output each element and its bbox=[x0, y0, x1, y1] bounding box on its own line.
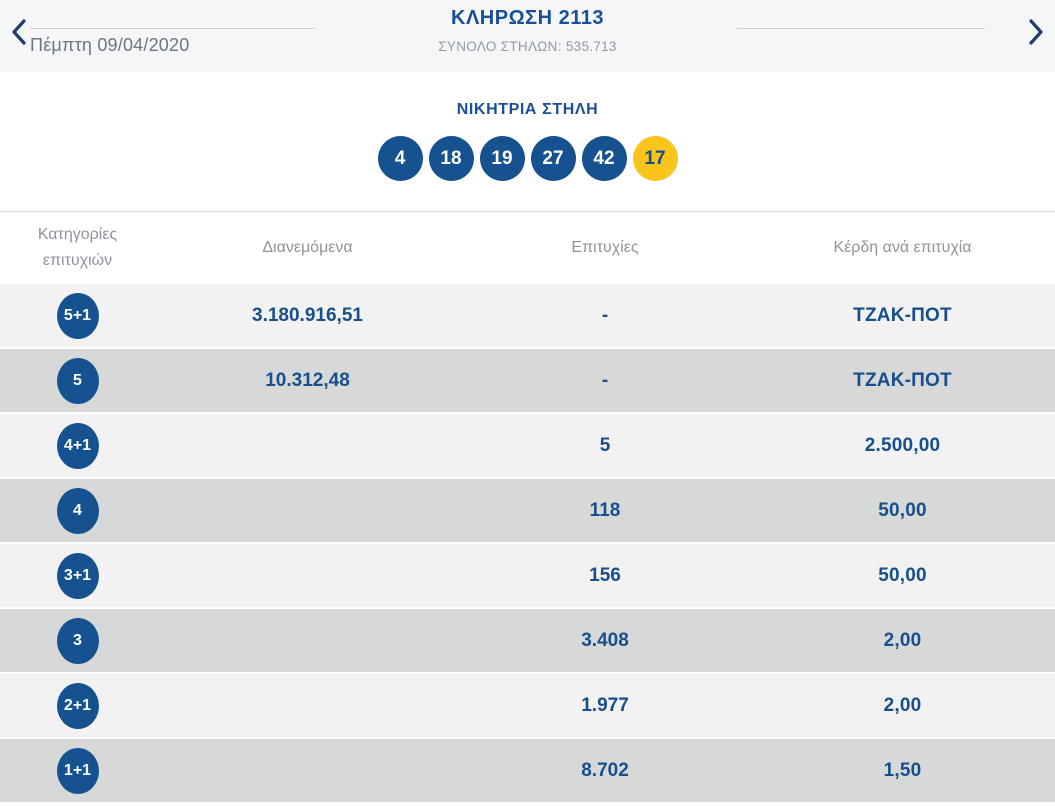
winning-column-section: ΝΙΚΗΤΡΙΑ ΣΤΗΛΗ 4 18 19 27 42 17 bbox=[0, 72, 1055, 211]
category-badge: 5 bbox=[56, 357, 99, 404]
category-badge: 2+1 bbox=[56, 682, 99, 729]
table-row: 3 3.408 2,00 bbox=[0, 609, 1055, 672]
joker-number: 17 bbox=[632, 136, 678, 181]
winners-value: 1.977 bbox=[581, 694, 629, 716]
table-row: 5 10.312,48 - ΤΖΑΚ-ΠΟΤ bbox=[0, 349, 1055, 412]
prize-value: 2.500,00 bbox=[864, 434, 941, 456]
header-divider-right bbox=[737, 28, 985, 29]
winning-number-2: 18 bbox=[428, 136, 474, 181]
distributed-value: 10.312,48 bbox=[265, 369, 350, 391]
winners-value: 118 bbox=[589, 499, 621, 521]
table-row: 2+1 1.977 2,00 bbox=[0, 674, 1055, 737]
draw-title: ΚΛΗΡΩΣΗ 2113 bbox=[451, 7, 604, 29]
date-underline bbox=[30, 28, 315, 29]
winning-number-1: 4 bbox=[377, 136, 423, 181]
winners-value: 5 bbox=[599, 434, 611, 456]
winners-value: 8.702 bbox=[581, 759, 629, 781]
column-header-categories: Κατηγορίες επιτυχιών bbox=[37, 226, 118, 269]
total-columns-value: 535.713 bbox=[565, 39, 617, 54]
prize-value: 2,00 bbox=[883, 629, 922, 651]
table-row: 3+1 156 50,00 bbox=[0, 544, 1055, 607]
draw-header: Πέμπτη 09/04/2020 ΚΛΗΡΩΣΗ 2113 ΣΥΝΟΛΟ ΣΤ… bbox=[0, 0, 1055, 72]
category-badge: 4 bbox=[56, 487, 99, 534]
total-columns: ΣΥΝΟΛΟ ΣΤΗΛΩΝ: 535.713 bbox=[0, 39, 1055, 54]
prize-value: 50,00 bbox=[878, 564, 927, 586]
winning-numbers: 4 18 19 27 42 17 bbox=[0, 136, 1055, 181]
winners-value: - bbox=[601, 304, 609, 326]
category-badge: 3+1 bbox=[56, 552, 99, 599]
category-badge: 1+1 bbox=[56, 747, 99, 794]
prize-table-header: Κατηγορίες επιτυχιών Διανεμόμενα Επιτυχί… bbox=[0, 211, 1055, 284]
next-draw-button[interactable] bbox=[1019, 14, 1053, 50]
prize-value: 1,50 bbox=[883, 759, 922, 781]
column-header-winners: Επιτυχίες bbox=[571, 239, 639, 256]
category-badge: 5+1 bbox=[56, 292, 99, 339]
column-header-distributed: Διανεμόμενα bbox=[262, 239, 353, 256]
winning-column-title: ΝΙΚΗΤΡΙΑ ΣΤΗΛΗ bbox=[456, 101, 599, 118]
table-row: 4+1 5 2.500,00 bbox=[0, 414, 1055, 477]
prize-value: ΤΖΑΚ-ΠΟΤ bbox=[853, 369, 952, 391]
winners-value: 156 bbox=[589, 564, 621, 586]
prize-table: Κατηγορίες επιτυχιών Διανεμόμενα Επιτυχί… bbox=[0, 211, 1055, 802]
category-badge: 3 bbox=[56, 617, 99, 664]
winning-number-3: 19 bbox=[479, 136, 525, 181]
draw-date: Πέμπτη 09/04/2020 bbox=[30, 35, 190, 55]
chevron-left-icon bbox=[12, 19, 26, 45]
winners-value: 3.408 bbox=[581, 629, 629, 651]
prize-value: ΤΖΑΚ-ΠΟΤ bbox=[853, 304, 952, 326]
chevron-right-icon bbox=[1029, 19, 1043, 45]
prev-draw-button[interactable] bbox=[2, 14, 36, 50]
column-header-prize: Κέρδη ανά επιτυχία bbox=[833, 239, 972, 256]
table-row: 4 118 50,00 bbox=[0, 479, 1055, 542]
category-badge: 4+1 bbox=[56, 422, 99, 469]
prize-value: 2,00 bbox=[883, 694, 922, 716]
total-columns-label: ΣΥΝΟΛΟ ΣΤΗΛΩΝ: bbox=[438, 39, 562, 54]
draw-heading: ΚΛΗΡΩΣΗ 2113 ΣΥΝΟΛΟ ΣΤΗΛΩΝ: 535.713 bbox=[0, 7, 1055, 54]
winning-number-4: 27 bbox=[530, 136, 576, 181]
table-row: 1+1 8.702 1,50 bbox=[0, 739, 1055, 802]
prize-value: 50,00 bbox=[878, 499, 927, 521]
distributed-value: 3.180.916,51 bbox=[252, 304, 363, 326]
table-row: 5+1 3.180.916,51 - ΤΖΑΚ-ΠΟΤ bbox=[0, 284, 1055, 347]
winners-value: - bbox=[601, 369, 609, 391]
winning-number-5: 42 bbox=[581, 136, 627, 181]
